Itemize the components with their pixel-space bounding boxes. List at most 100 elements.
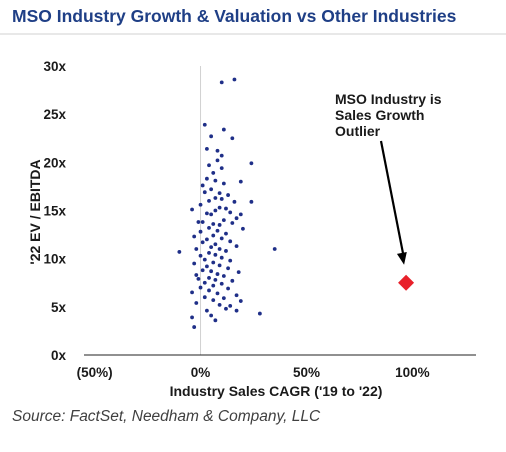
data-point	[241, 226, 245, 231]
data-point	[209, 134, 214, 139]
data-point	[232, 199, 237, 204]
data-point	[207, 276, 211, 280]
data-point	[202, 122, 207, 127]
data-point	[226, 193, 230, 197]
y-tick-label: 30x	[43, 59, 66, 74]
data-point	[219, 166, 224, 171]
data-point	[209, 245, 214, 250]
data-point	[234, 244, 239, 249]
data-point	[224, 249, 228, 253]
data-point	[211, 233, 216, 238]
data-point	[219, 281, 224, 286]
data-point	[217, 263, 222, 268]
data-point	[190, 290, 194, 295]
chart-title: MSO Industry Growth & Valuation vs Other…	[12, 6, 457, 26]
y-axis-ticks: 0x 5x 10x 15x 20x 25x 30x	[43, 59, 66, 363]
data-point	[200, 240, 205, 245]
data-point	[207, 288, 211, 293]
data-point	[217, 223, 222, 227]
data-point	[257, 311, 262, 316]
data-point	[207, 225, 211, 230]
data-point	[230, 136, 235, 141]
data-point	[198, 285, 203, 290]
data-point	[213, 318, 218, 323]
data-point	[226, 266, 230, 271]
x-tick-label: 50%	[293, 365, 320, 380]
data-point	[228, 303, 233, 308]
data-point	[190, 315, 194, 320]
data-point	[202, 295, 207, 300]
data-point	[215, 158, 220, 163]
data-point	[207, 198, 211, 203]
x-tick-label: 100%	[395, 365, 430, 380]
data-point	[198, 229, 203, 234]
data-point	[234, 308, 239, 313]
data-point	[209, 187, 214, 192]
data-point	[194, 273, 199, 277]
data-point	[204, 146, 209, 151]
data-point	[217, 205, 222, 210]
data-point	[236, 270, 241, 275]
data-point	[198, 202, 203, 207]
data-point	[224, 231, 228, 236]
annotation-line: Outlier	[335, 123, 381, 139]
data-point	[234, 216, 239, 221]
data-point	[219, 197, 224, 201]
data-point	[228, 210, 233, 215]
x-axis-ticks: (50%) 0% 50% 100%	[77, 365, 430, 380]
data-point	[211, 171, 216, 175]
data-point	[211, 222, 216, 226]
data-point	[194, 247, 199, 251]
data-point	[238, 179, 243, 184]
annotation-arrowhead	[396, 252, 407, 265]
data-point	[204, 308, 209, 313]
data-point	[224, 206, 228, 211]
data-point	[213, 196, 218, 200]
data-point	[200, 183, 205, 188]
annotation-arrow-line	[379, 140, 406, 259]
y-axis-label: '22 EV / EBITDA	[27, 159, 43, 264]
data-point	[177, 250, 182, 254]
data-point	[213, 277, 218, 282]
data-point	[194, 301, 199, 305]
y-tick-label: 15x	[43, 204, 66, 219]
data-point	[215, 272, 220, 276]
y-tick-label: 20x	[43, 155, 66, 170]
data-point	[204, 237, 209, 242]
data-point	[211, 298, 216, 302]
data-point	[211, 283, 216, 288]
data-point	[213, 178, 218, 183]
data-point	[204, 211, 209, 216]
highlight-point	[398, 274, 415, 291]
data-point	[209, 313, 214, 318]
data-point	[230, 278, 235, 283]
x-tick-label: 0%	[191, 365, 211, 380]
data-point	[207, 250, 211, 255]
data-point	[209, 212, 214, 217]
data-point	[211, 260, 216, 265]
data-point	[202, 190, 207, 195]
data-point	[213, 208, 218, 213]
data-point	[224, 306, 228, 311]
data-point	[209, 269, 214, 274]
x-tick-label: (50%)	[77, 365, 113, 380]
data-point	[204, 264, 209, 269]
y-tick-label: 25x	[43, 107, 66, 122]
x-axis-label: Industry Sales CAGR ('19 to '22)	[170, 383, 383, 399]
y-tick-label: 10x	[43, 252, 66, 267]
annotation-line: Sales Growth	[335, 107, 424, 123]
data-point	[272, 247, 277, 251]
data-point	[217, 247, 222, 251]
data-point	[200, 268, 205, 273]
data-point	[192, 261, 197, 266]
data-point	[238, 299, 243, 303]
data-point	[190, 207, 194, 212]
source-note: Source: FactSet, Needham & Company, LLC	[12, 408, 321, 425]
data-point	[192, 234, 197, 239]
annotation-line: MSO Industry is	[335, 91, 442, 107]
data-point	[234, 293, 239, 298]
data-point	[221, 181, 226, 186]
data-point	[204, 176, 209, 181]
